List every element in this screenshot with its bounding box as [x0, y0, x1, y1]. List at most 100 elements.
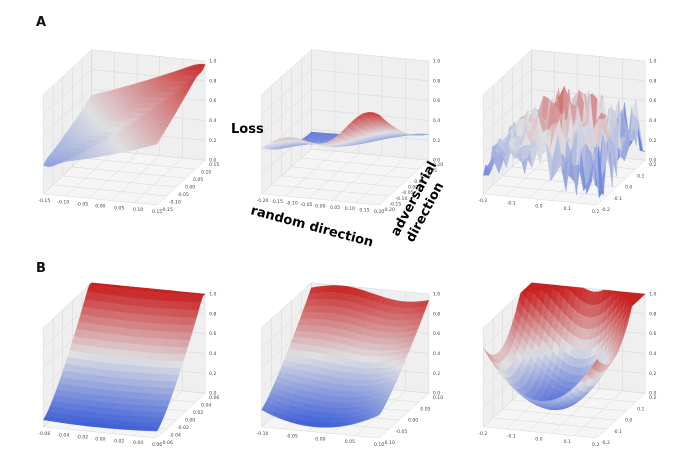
x-tick-label: 0.20	[374, 209, 384, 215]
y-tick-label: -0.10	[383, 440, 395, 446]
z-tick-label: 1.0	[209, 292, 216, 298]
z-tick-label: 1.0	[649, 59, 656, 65]
z-tick-label: 0.2	[649, 138, 656, 144]
grid-line	[355, 157, 406, 203]
y-tick-label: 0.06	[209, 395, 219, 401]
floor-pane	[43, 149, 206, 205]
y-tick-label: 0.02	[193, 410, 203, 416]
grid-line	[156, 160, 206, 206]
grid-line	[72, 166, 186, 179]
x-tick-label: 0.10	[374, 442, 384, 448]
x-tick-label: -0.2	[478, 198, 487, 204]
x-tick-label: -0.15	[271, 199, 283, 205]
grid-line	[88, 153, 138, 199]
y-tick-label: -0.05	[396, 429, 408, 435]
grid-line	[483, 193, 598, 206]
grid-line	[531, 69, 646, 82]
surface-facet	[151, 140, 160, 146]
x-tick-label: 0.05	[330, 205, 340, 211]
y-tick-label: -0.2	[601, 207, 610, 213]
surface-panel-b1: 0.00.20.40.60.81.0-0.06 -0.04 -0.02 0.00 0.0…	[38, 282, 219, 448]
grid-line	[111, 155, 160, 201]
y-tick-label: -0.20	[383, 207, 395, 213]
x-tick-label: -0.10	[257, 431, 269, 437]
y-tick-label: -0.15	[389, 201, 401, 207]
y-tick-label: 0.05	[420, 406, 430, 412]
grid-line	[261, 129, 312, 175]
grid-line	[261, 148, 312, 194]
y-tick-label: -0.10	[396, 196, 408, 202]
grid-line	[284, 151, 336, 197]
grid-line	[596, 160, 646, 206]
y-tick-label: 0.05	[414, 179, 424, 185]
grid-line	[261, 69, 312, 115]
grid-line	[271, 184, 390, 197]
x-tick-label: 0.06	[152, 442, 162, 448]
surface-facet	[373, 411, 382, 418]
x-tick-label: 0.00	[95, 203, 105, 209]
y-tick-label: 0.00	[408, 185, 418, 191]
grid-line	[43, 282, 92, 328]
x-tick-label: -0.05	[286, 434, 298, 440]
grid-line	[311, 69, 429, 82]
x-tick-label: -0.1	[507, 434, 516, 440]
floor-pane	[261, 149, 429, 205]
y-tick-label: 0.1	[637, 173, 644, 179]
z-tick-label: 0.2	[209, 138, 216, 144]
grid-line	[531, 49, 646, 62]
grid-line	[311, 282, 429, 295]
panel-letter-b: B	[36, 261, 46, 276]
y-tick-label: 0.0	[625, 185, 632, 191]
z-tick-label: 0.8	[433, 311, 440, 317]
surface-facet	[373, 112, 382, 118]
y-tick-label: 0.00	[185, 185, 195, 191]
grid-line	[261, 89, 312, 135]
grid-line	[43, 89, 92, 135]
grid-line	[311, 89, 429, 101]
y-tick-label: 0.15	[427, 168, 437, 174]
surface-facet	[591, 143, 600, 198]
z-tick-label: 0.2	[433, 138, 440, 144]
grid-line	[43, 69, 92, 115]
grid-line	[43, 193, 158, 206]
y-tick-label: 0.00	[408, 418, 418, 424]
surface-panel-a1: 0.00.20.40.60.81.0-0.15 -0.10 -0.05 0.00 0.0…	[38, 49, 219, 215]
z-tick-label: 0.2	[649, 371, 656, 377]
y-tick-label: 0.1	[637, 406, 644, 412]
x-tick-label: 0.00	[95, 436, 105, 442]
x-tick-label: 0.2	[592, 209, 599, 215]
x-tick-label: -0.05	[76, 202, 88, 208]
grid-line	[483, 426, 598, 439]
grid-line	[311, 49, 429, 62]
grid-line	[62, 175, 177, 188]
grid-line	[493, 417, 607, 430]
surface-mesh	[261, 285, 430, 428]
grid-line	[301, 157, 419, 170]
z-tick-label: 0.6	[433, 331, 440, 337]
surface-panel-b3: 0.00.20.40.60.81.0-0.2-0.10.00.10.2 -0.2-…	[478, 282, 656, 448]
y-tick-label: 0.10	[433, 395, 443, 401]
grid-line	[43, 426, 158, 439]
x-tick-label: 0.1	[564, 206, 571, 212]
z-tick-label: 1.0	[209, 59, 216, 65]
z-tick-label: 0.2	[209, 371, 216, 377]
grid-line	[261, 282, 312, 328]
grid-line	[596, 393, 646, 439]
grid-line	[43, 49, 92, 95]
x-tick-label: -0.05	[301, 202, 313, 208]
x-tick-label: -0.2	[478, 431, 487, 437]
surface-panel-b2: 0.00.20.40.60.81.0-0.10-0.050.000.050.10…	[257, 282, 443, 448]
z-tick-label: 1.0	[433, 292, 440, 298]
surface-mesh	[261, 111, 429, 150]
y-tick-label: -0.15	[161, 207, 173, 213]
y-tick-label: 0.10	[201, 170, 211, 176]
y-tick-label: 0.2	[649, 395, 656, 401]
grid-line	[331, 155, 383, 201]
grid-line	[493, 184, 607, 197]
y-tick-label: -0.10	[169, 200, 181, 206]
grid-line	[53, 184, 167, 197]
y-tick-label: 0.0	[625, 418, 632, 424]
panel-letter-a: A	[36, 15, 46, 30]
z-tick-label: 0.4	[433, 118, 440, 124]
